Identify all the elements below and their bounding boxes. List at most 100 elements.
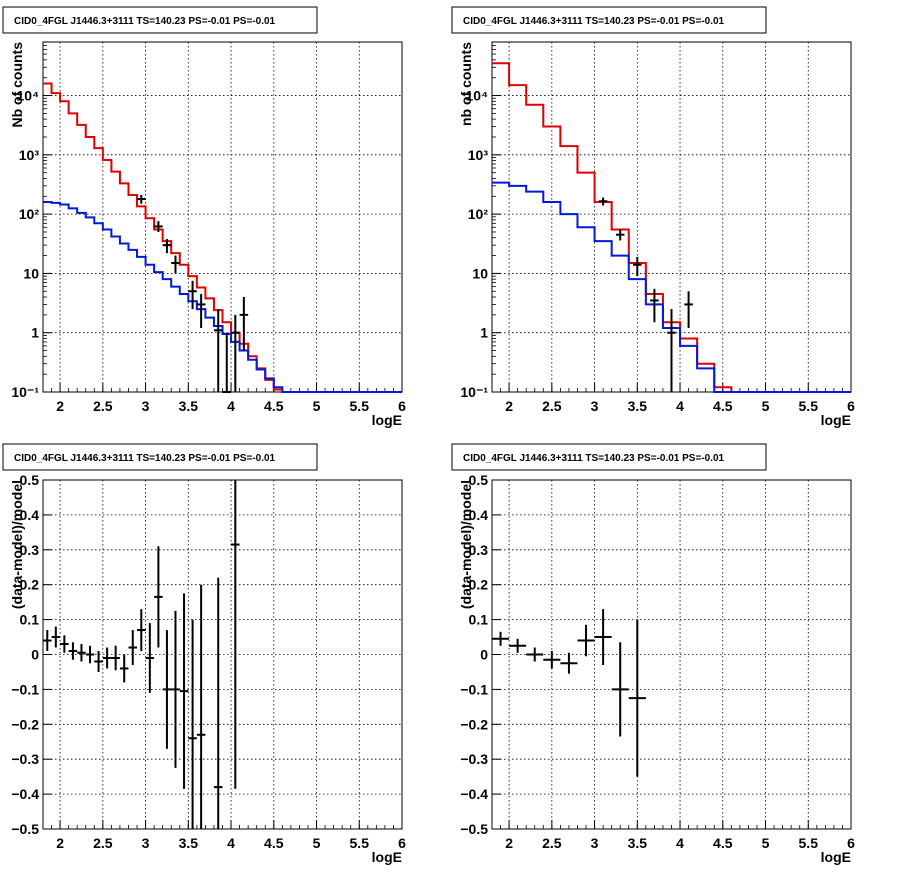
y-tick-label: 10 <box>23 265 39 281</box>
data-point <box>594 609 612 665</box>
x-tick-label: 6 <box>847 398 855 414</box>
data-point <box>615 229 625 241</box>
data-point <box>154 221 163 232</box>
data-point <box>526 647 544 662</box>
data-point <box>196 293 206 329</box>
x-tick-label: 4 <box>227 398 235 414</box>
data-point <box>222 332 232 393</box>
grid <box>43 42 402 392</box>
x-tick-label: 5 <box>762 835 770 851</box>
y-tick-label: 0 <box>480 647 488 663</box>
x-tick-label: 4.5 <box>264 398 284 414</box>
x-tick-label: 6 <box>398 835 406 851</box>
x-tick-label: 2.5 <box>93 835 113 851</box>
x-tick-label: 4.5 <box>264 835 284 851</box>
y-tick-label: −0.2 <box>460 716 488 732</box>
x-tick-label: 2 <box>56 398 64 414</box>
y-tick-label: −0.2 <box>11 716 39 732</box>
x-tick-label: 5.5 <box>350 398 370 414</box>
x-tick-label: 2 <box>505 835 513 851</box>
y-tick-label: 10³ <box>468 147 489 163</box>
residual-panel-left: CID0_4FGL J1446.3+3111 TS=140.23 PS=-0.0… <box>2 443 406 865</box>
x-tick-label: 5 <box>313 835 321 851</box>
data-point <box>196 584 206 829</box>
x-tick-label: 5 <box>313 398 321 414</box>
x-tick-label: 2.5 <box>542 835 562 851</box>
grid <box>43 480 402 829</box>
y-tick-label: 10² <box>468 206 489 222</box>
x-axis-label: logE <box>372 849 402 865</box>
x-tick-label: 5 <box>762 398 770 414</box>
y-tick-label: −0.3 <box>460 751 488 767</box>
data-point <box>577 624 595 657</box>
x-tick-label: 4 <box>227 835 235 851</box>
y-tick-label: −0.1 <box>460 681 488 697</box>
data-point <box>179 593 189 789</box>
data-point <box>560 652 578 674</box>
data-point <box>231 480 240 789</box>
data-point <box>213 309 223 392</box>
y-axis-label: Nb of counts <box>9 42 25 128</box>
data-point <box>51 626 61 648</box>
panel-title-box <box>451 6 767 34</box>
data-point <box>85 645 95 664</box>
x-axis-label: logE <box>372 412 402 428</box>
y-tick-label: −0.3 <box>11 751 39 767</box>
x-tick-label: 3 <box>591 835 599 851</box>
panel-title: CID0_4FGL J1446.3+3111 TS=140.23 PS=-0.0… <box>463 16 725 27</box>
x-tick-label: 5.5 <box>799 398 819 414</box>
x-tick-label: 5.5 <box>350 835 370 851</box>
y-tick-label: 0.3 <box>469 542 489 558</box>
panel-title: CID0_4FGL J1446.3+3111 TS=140.23 PS=-0.0… <box>14 16 276 27</box>
y-tick-label: 0.3 <box>20 542 40 558</box>
y-tick-label: 0 <box>31 647 39 663</box>
x-tick-label: 2.5 <box>542 398 562 414</box>
x-tick-label: 4 <box>676 835 684 851</box>
data-point <box>598 197 608 206</box>
data-point <box>162 630 172 749</box>
data-point <box>43 630 52 652</box>
x-tick-label: 6 <box>398 398 406 414</box>
y-tick-label: −0.5 <box>460 821 488 837</box>
residual-panel-right: CID0_4FGL J1446.3+3111 TS=140.23 PS=-0.0… <box>451 443 855 865</box>
y-tick-label: 10⁻¹ <box>11 384 39 400</box>
y-tick-label: 1 <box>480 325 488 341</box>
y-axis-label: nb of counts <box>458 42 474 126</box>
data-point <box>94 651 103 672</box>
data-point <box>667 309 676 392</box>
y-tick-label: 0.1 <box>20 612 40 628</box>
x-tick-label: 3.5 <box>628 835 648 851</box>
data-point <box>102 647 112 669</box>
panel-title: CID0_4FGL J1446.3+3111 TS=140.23 PS=-0.0… <box>463 453 725 464</box>
y-tick-label: −0.5 <box>11 821 39 837</box>
data-point <box>137 609 146 652</box>
data-point <box>154 546 163 648</box>
data-point <box>171 610 180 768</box>
data-point <box>162 239 172 254</box>
y-tick-label: −0.4 <box>11 786 39 802</box>
x-tick-label: 3 <box>591 398 599 414</box>
source-model-histogram <box>43 201 402 393</box>
panel-title-box <box>451 443 767 471</box>
y-tick-label: 0.1 <box>469 612 489 628</box>
data-point <box>611 642 629 737</box>
y-tick-label: 10⁴ <box>17 88 40 104</box>
y-tick-label: −0.1 <box>11 681 39 697</box>
y-tick-label: 0.2 <box>469 577 489 593</box>
y-tick-label: 0.4 <box>469 507 489 523</box>
data-point <box>171 255 180 274</box>
counts-panel-right: CID0_4FGL J1446.3+3111 TS=140.23 PS=-0.0… <box>451 6 855 428</box>
data-point <box>119 654 129 683</box>
x-tick-label: 4 <box>676 398 684 414</box>
x-tick-label: 3 <box>142 398 150 414</box>
y-tick-label: 0.5 <box>20 472 40 488</box>
panel-title-box <box>2 6 318 34</box>
y-tick-label: 10⁴ <box>466 88 489 104</box>
data-point <box>68 642 78 660</box>
x-axis-label: logE <box>821 849 851 865</box>
grid <box>492 480 851 829</box>
total-model-histogram <box>43 82 402 393</box>
y-tick-label: 0.5 <box>469 472 489 488</box>
data-point <box>137 195 146 204</box>
